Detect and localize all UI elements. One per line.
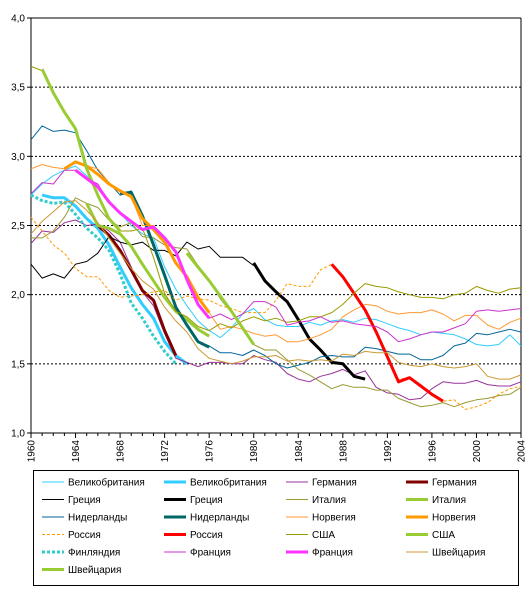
x-tick-label: 1984: [294, 440, 305, 463]
x-tick-label: 1972: [160, 440, 171, 463]
legend-label: Великобритания: [190, 477, 267, 489]
legend-label: Великобритания: [68, 477, 145, 489]
series-line-6: [31, 197, 522, 408]
legend-label: Греция: [190, 495, 223, 506]
legend-label: США: [312, 530, 335, 541]
series-line-16: [30, 193, 177, 365]
series-line-2: [30, 219, 522, 401]
series-layer: [30, 65, 522, 410]
legend-entries: Великобритания Великобритания Германия Герм…: [42, 477, 485, 576]
legend-label: Франция: [190, 548, 231, 559]
x-tick-label: 1968: [116, 440, 127, 463]
x-tick-label: 1988: [338, 440, 349, 463]
y-tick-label: 2,5: [11, 221, 25, 232]
legend-label: США: [432, 530, 455, 541]
series-line-4: [30, 236, 254, 279]
legend-label: Греция: [68, 495, 101, 506]
legend-label: Германия: [432, 478, 477, 489]
y-axis-ticks: 1,0 1,5 2,0 2,5 3,0 3,5 4,0: [11, 14, 31, 440]
y-tick-label: 3,5: [11, 83, 25, 94]
legend-label: Германия: [312, 478, 357, 489]
legend-label: Нидерланды: [190, 513, 249, 524]
x-tick-label: 1980: [249, 440, 260, 463]
series-line-20: [185, 252, 255, 346]
y-tick-label: 1,0: [11, 429, 25, 440]
legend-label: Россия: [68, 530, 101, 541]
legend-label: Норвегия: [432, 513, 476, 524]
series-line-9: [119, 190, 210, 349]
series-line-15: [40, 68, 122, 233]
y-tick-label: 1,5: [11, 359, 25, 370]
legend-label: Италия: [312, 495, 346, 506]
y-tick-label: 2,0: [11, 290, 25, 301]
y-tick-label: 3,0: [11, 152, 25, 163]
legend-label: Швейцария: [68, 565, 121, 576]
gridlines: [31, 86, 521, 365]
x-tick-label: 2000: [472, 440, 483, 463]
legend-label: Швейцария: [432, 548, 485, 559]
x-tick-label: 1976: [205, 440, 216, 463]
legend-label: Франция: [312, 548, 353, 559]
x-axis-ticks: 1960 1964 1968 1972 1976 1980 1984 1988 1992 1996…: [27, 433, 528, 462]
legend-label: Россия: [190, 530, 223, 541]
y-tick-label: 4,0: [11, 14, 25, 25]
series-line-18: [74, 168, 211, 320]
x-tick-label: 1992: [383, 440, 394, 463]
x-tick-label: 1996: [427, 440, 438, 463]
x-tick-label: 2004: [517, 440, 528, 463]
series-line-19: [30, 200, 522, 380]
series-line-11: [63, 160, 211, 314]
series-line-0: [30, 165, 522, 347]
series-line-7: [85, 202, 210, 338]
series-line-13: [330, 263, 444, 403]
series-line-10: [30, 161, 522, 343]
series-line-1: [41, 193, 188, 366]
series-line-12: [30, 216, 522, 410]
legend-label: Италия: [432, 495, 466, 506]
x-tick-label: 1960: [27, 440, 38, 463]
legend-label: Норвегия: [312, 513, 356, 524]
legend: Великобритания Великобритания Германия Герм…: [33, 470, 519, 586]
x-tick-label: 1964: [71, 440, 82, 463]
legend-label: Нидерланды: [68, 513, 127, 524]
legend-label: Финляндия: [68, 548, 120, 559]
